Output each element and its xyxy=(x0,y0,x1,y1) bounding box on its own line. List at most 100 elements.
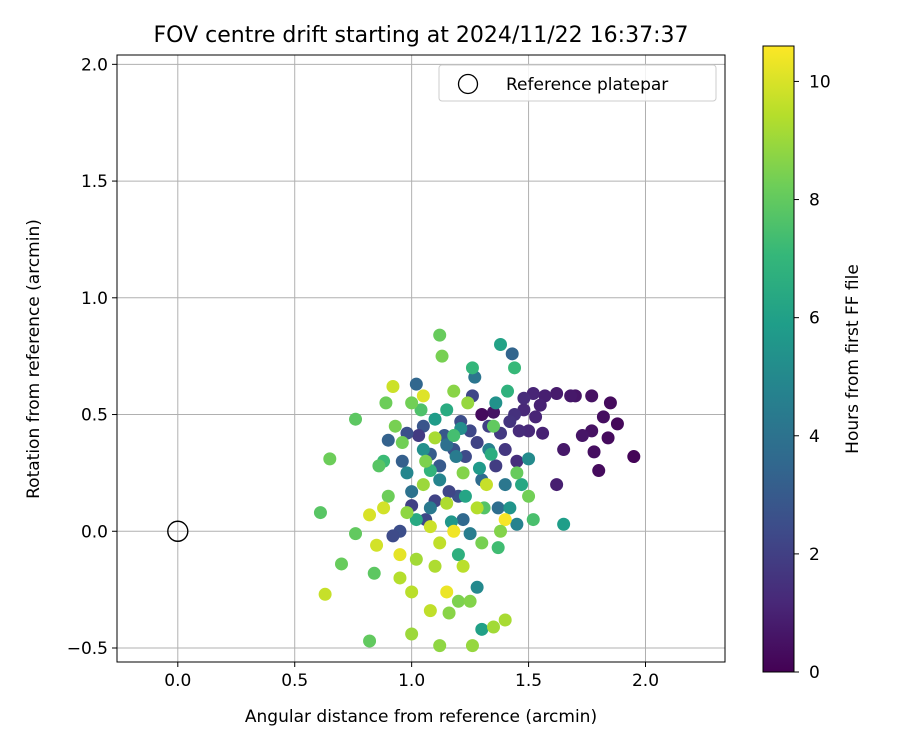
data-point xyxy=(318,587,332,601)
data-point xyxy=(458,489,472,503)
reference-layer xyxy=(167,520,189,542)
data-point xyxy=(465,361,479,375)
data-point xyxy=(393,548,407,562)
data-point xyxy=(433,639,447,653)
data-point xyxy=(313,506,327,520)
data-point xyxy=(486,620,500,634)
data-point xyxy=(433,328,447,342)
data-point xyxy=(596,410,610,424)
data-point xyxy=(395,436,409,450)
colorbar-label: Hours from first FF file xyxy=(843,264,863,454)
data-point xyxy=(603,396,617,410)
data-point xyxy=(456,559,470,573)
data-point xyxy=(587,445,601,459)
data-point xyxy=(442,606,456,620)
data-point xyxy=(510,466,524,480)
data-point xyxy=(388,419,402,433)
x-tick-label: 2.0 xyxy=(632,671,659,691)
data-point xyxy=(405,396,419,410)
x-tick-label: 0.0 xyxy=(164,671,191,691)
colorbar-gradient xyxy=(762,45,795,673)
data-point xyxy=(423,520,437,534)
data-point xyxy=(440,438,454,452)
data-point xyxy=(428,559,442,573)
data-point xyxy=(428,431,442,445)
data-point xyxy=(501,384,515,398)
data-point xyxy=(522,424,536,438)
chart-title: FOV centre drift starting at 2024/11/22 … xyxy=(154,23,689,48)
data-point xyxy=(512,424,526,438)
data-point xyxy=(409,552,423,566)
colorbar-tick-label: 4 xyxy=(809,427,820,447)
colorbar: 0 2 4 6 8 10 Hours from first FF file xyxy=(762,45,863,683)
colorbar-tick-layer: 0 2 4 6 8 10 xyxy=(794,72,831,683)
data-point xyxy=(491,501,505,515)
points-layer xyxy=(313,328,641,653)
data-point xyxy=(447,384,461,398)
colorbar-tick-label: 0 xyxy=(809,663,820,683)
data-point xyxy=(447,429,461,443)
data-point xyxy=(379,396,393,410)
reference-platepar-marker xyxy=(167,520,189,542)
legend-entry-label: Reference platepar xyxy=(506,75,668,95)
data-point xyxy=(405,627,419,641)
data-point xyxy=(414,403,428,417)
colorbar-tick-label: 10 xyxy=(809,72,831,92)
data-point xyxy=(458,450,472,464)
data-point xyxy=(627,450,641,464)
data-point xyxy=(423,604,437,618)
data-point xyxy=(508,361,522,375)
data-point xyxy=(472,461,486,475)
data-point xyxy=(463,527,477,541)
y-axis-label: Rotation from reference (arcmin) xyxy=(24,219,44,499)
data-point xyxy=(412,429,426,443)
data-point xyxy=(550,387,564,401)
data-point xyxy=(334,557,348,571)
y-tick-label: 1.5 xyxy=(81,172,108,192)
data-point xyxy=(475,622,489,636)
data-point xyxy=(536,426,550,440)
x-axis-label: Angular distance from reference (arcmin) xyxy=(245,707,597,727)
data-point xyxy=(515,478,529,492)
data-point xyxy=(529,410,543,424)
data-point xyxy=(484,447,498,461)
data-point xyxy=(557,517,571,531)
y-tick-label: 0.5 xyxy=(81,406,108,426)
plot-frame xyxy=(116,54,726,663)
data-point xyxy=(503,501,517,515)
data-point xyxy=(592,464,606,478)
data-point xyxy=(505,347,519,361)
data-point xyxy=(465,639,479,653)
x-tick-layer: 0.0 0.5 1.0 1.5 2.0 xyxy=(164,662,659,691)
data-point xyxy=(416,389,430,403)
data-point xyxy=(428,412,442,426)
y-tick-layer: −0.5 0.0 0.5 1.0 1.5 2.0 xyxy=(67,55,117,659)
legend: Reference platepar xyxy=(438,64,717,102)
data-point xyxy=(522,489,536,503)
data-point xyxy=(494,337,508,351)
data-point xyxy=(440,496,454,510)
data-point xyxy=(498,513,512,527)
data-point xyxy=(451,548,465,562)
data-point xyxy=(370,538,384,552)
colorbar-tick-label: 8 xyxy=(809,191,820,211)
data-point xyxy=(419,454,433,468)
colorbar-tick-label: 6 xyxy=(809,309,820,329)
data-point xyxy=(405,485,419,499)
data-point xyxy=(377,501,391,515)
y-tick-label: 2.0 xyxy=(81,55,108,75)
data-point xyxy=(381,489,395,503)
data-point xyxy=(610,417,624,431)
x-tick-label: 1.5 xyxy=(515,671,542,691)
data-point xyxy=(475,536,489,550)
data-point xyxy=(395,454,409,468)
legend-box xyxy=(438,64,717,102)
y-tick-label: −0.5 xyxy=(67,639,108,659)
data-point xyxy=(522,452,536,466)
data-point xyxy=(409,513,423,527)
data-point xyxy=(486,419,500,433)
data-point xyxy=(405,585,419,599)
y-tick-label: 1.0 xyxy=(81,289,108,309)
data-point xyxy=(386,380,400,394)
